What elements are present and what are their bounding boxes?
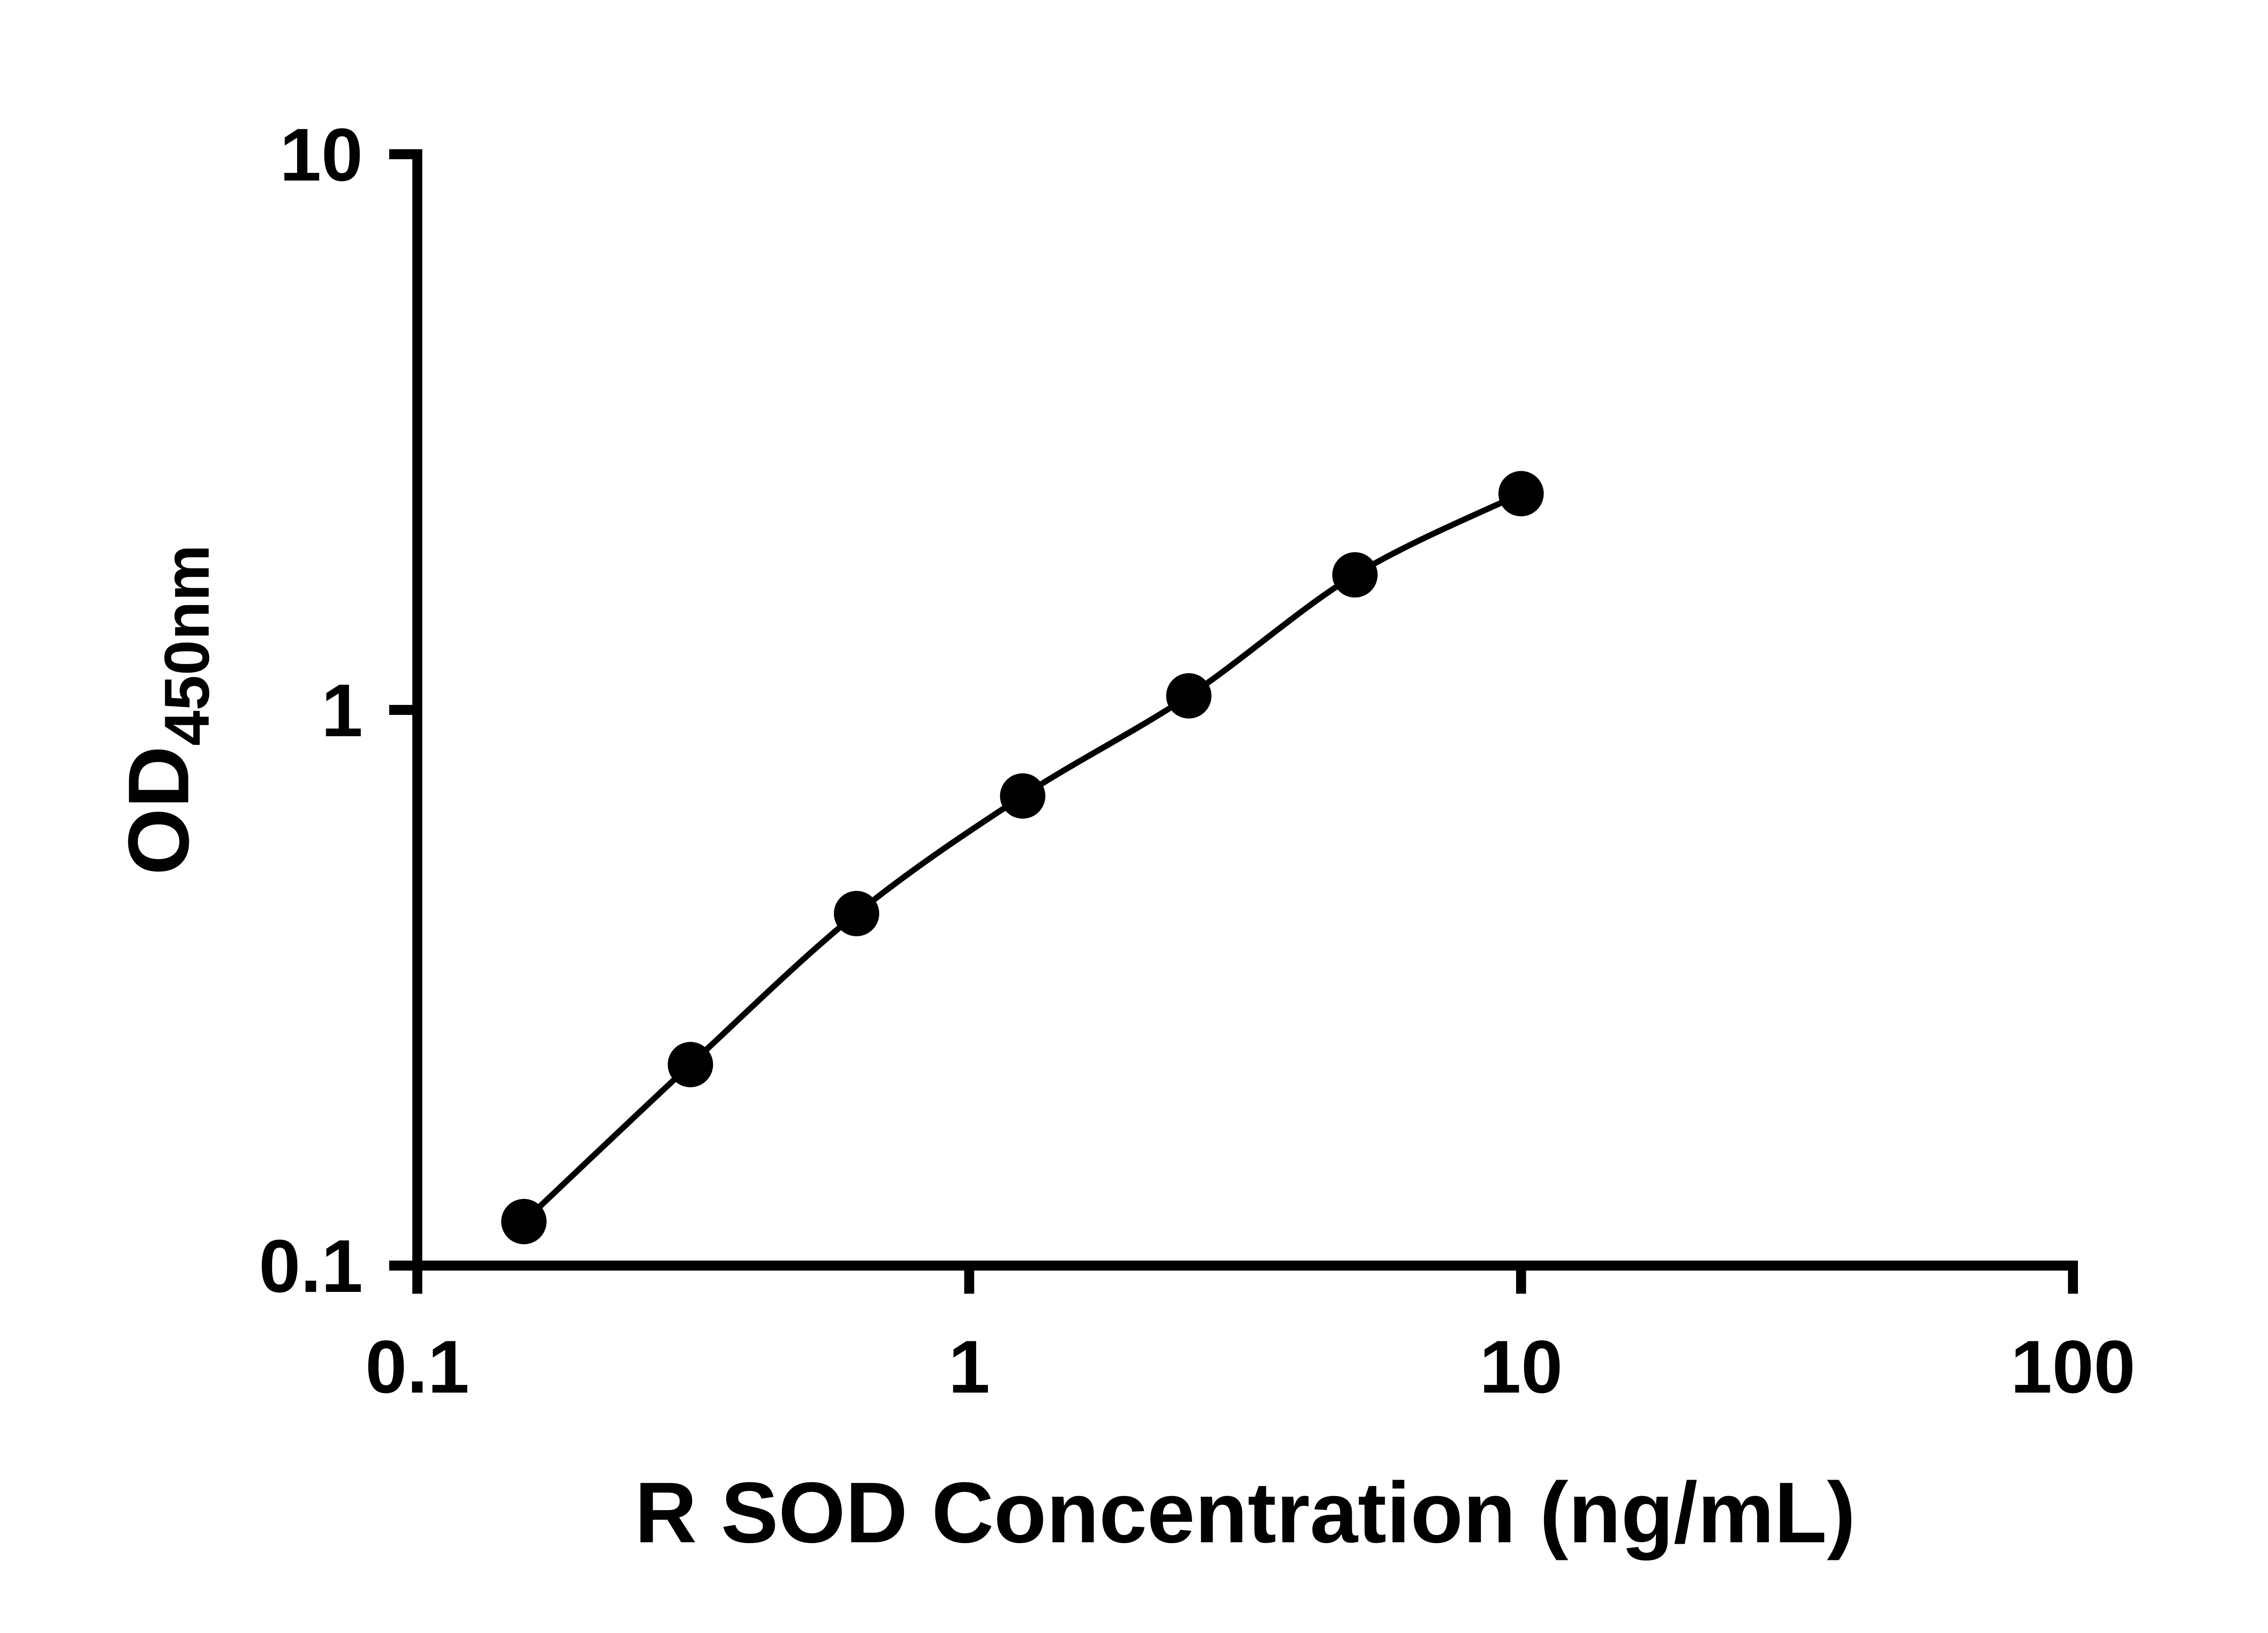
data-point-marker	[1498, 471, 1544, 517]
y-tick-label: 0.1	[259, 1224, 363, 1308]
data-point-marker	[501, 1199, 547, 1245]
x-tick-label: 100	[2010, 1325, 2135, 1408]
y-tick-label: 1	[321, 669, 363, 752]
axis-spine	[412, 149, 2078, 1271]
y-axis-title-sub: 450nm	[151, 545, 222, 746]
y-axis-title: OD450nm	[111, 545, 222, 875]
x-axis-title: R SOD Concentration (ng/mL)	[635, 1465, 1856, 1561]
data-point-marker	[668, 1041, 714, 1087]
x-tick-label: 0.1	[365, 1325, 469, 1408]
fit-curve	[521, 490, 1524, 1225]
data-point-marker	[1000, 773, 1046, 819]
y-tick-label: 10	[279, 113, 363, 196]
plot-area: 0.1 1 10 100 0.1 1 10	[259, 113, 2136, 1408]
data-point-marker	[1166, 673, 1212, 719]
x-tick-label: 10	[1480, 1325, 1563, 1408]
data-point-marker	[834, 891, 880, 937]
data-point-marker	[1332, 552, 1378, 598]
x-tick-label: 1	[948, 1325, 990, 1408]
y-axis-title-main: OD	[111, 746, 207, 875]
